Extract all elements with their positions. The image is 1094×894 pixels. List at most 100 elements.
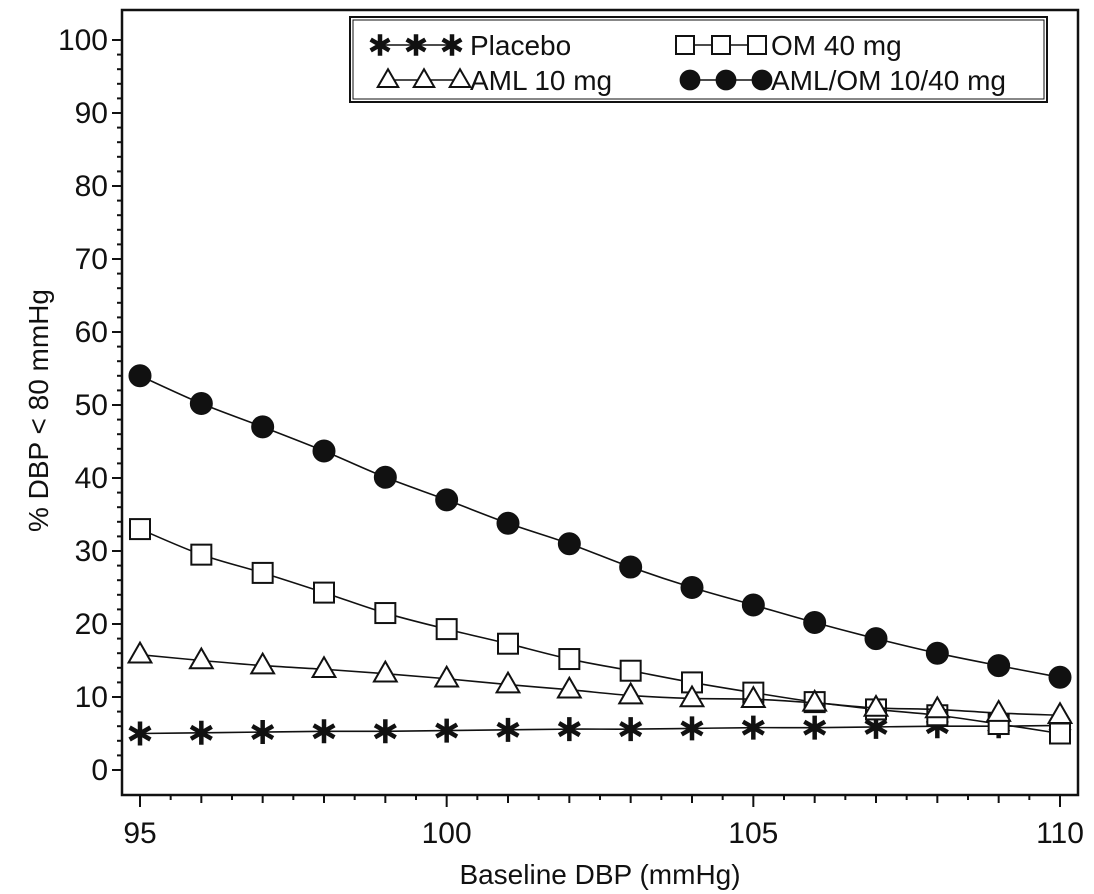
x-tick-label: 110 (1036, 817, 1084, 850)
data-point (128, 364, 152, 388)
data-point (740, 685, 767, 708)
series-line (139, 653, 1061, 717)
y-tick-label: 70 (75, 243, 108, 276)
data-point (1046, 701, 1074, 725)
data-point (678, 684, 706, 708)
data-point (189, 720, 213, 745)
data-point (312, 719, 336, 744)
data-point (925, 641, 949, 665)
data-point (1048, 665, 1072, 689)
data-point (435, 718, 459, 743)
legend-marker (376, 67, 400, 89)
data-point (251, 720, 275, 745)
data-point (496, 717, 520, 742)
data-point (189, 392, 213, 416)
y-tick-label: 100 (58, 24, 108, 57)
legend-label: Placebo (470, 30, 571, 61)
data-point (864, 627, 888, 651)
y-tick-label: 60 (75, 316, 108, 349)
legend-marker (715, 69, 737, 91)
legend-marker (412, 67, 436, 89)
data-point (803, 611, 827, 635)
data-point (310, 655, 338, 679)
legend-label: AML/OM 10/40 mg (771, 65, 1006, 96)
x-tick-label: 95 (123, 817, 156, 850)
legend-box (349, 16, 1048, 103)
legend-marker (675, 35, 695, 55)
y-tick-label: 80 (75, 170, 108, 203)
data-point (129, 518, 151, 541)
series-circle (128, 364, 1072, 689)
legend-marker (448, 67, 472, 89)
data-point (188, 646, 215, 670)
data-point (619, 717, 643, 742)
data-point (435, 618, 458, 641)
series-line (139, 375, 1061, 679)
data-point (556, 675, 583, 699)
legend-inner-border (352, 19, 1045, 100)
legend-label: AML 10 mg (470, 65, 612, 96)
legend-marker (405, 34, 427, 56)
data-point (619, 659, 642, 682)
x-tick-label: 105 (728, 817, 778, 850)
y-tick-label: 0 (91, 754, 108, 787)
data-point (496, 511, 520, 535)
data-point (801, 688, 828, 712)
series-square (129, 518, 1071, 745)
y-tick-label: 30 (75, 535, 108, 568)
series-triangle (126, 640, 1074, 725)
legend-marker (747, 35, 767, 55)
data-point (312, 439, 336, 463)
data-point (803, 715, 827, 740)
legend-item-circle: AML/OM 10/40 mg (679, 65, 1006, 96)
y-tick-label: 40 (75, 462, 108, 495)
legend-marker (679, 69, 701, 91)
x-axis: 95 100 105 110 (123, 795, 1084, 850)
y-tick-label: 10 (75, 681, 108, 714)
series-line (139, 724, 1061, 735)
data-point (374, 602, 397, 625)
y-axis-label: % DBP < 80 mmHg (23, 289, 54, 532)
plot-frame (120, 8, 1080, 797)
y-tick-label: 90 (75, 97, 108, 130)
legend-marker (441, 34, 463, 56)
data-point (619, 555, 643, 579)
legend-marker (711, 35, 731, 55)
data-point (680, 716, 704, 741)
data-point (433, 664, 460, 688)
data-point (373, 465, 397, 489)
data-point (126, 640, 154, 664)
series-line (139, 528, 1061, 735)
x-axis-label: Baseline DBP (mmHg) (459, 859, 740, 890)
data-point (313, 581, 335, 604)
data-point (558, 648, 581, 671)
data-point (128, 721, 152, 746)
data-point (741, 715, 765, 740)
data-point (557, 532, 581, 556)
data-point (249, 651, 276, 675)
legend-marker (369, 34, 391, 56)
x-tick-label: 100 (422, 817, 472, 850)
data-point (251, 415, 275, 439)
legend-item-star: Placebo (369, 30, 571, 61)
data-point (190, 543, 213, 566)
data-point (985, 699, 1012, 722)
data-point (373, 719, 397, 744)
data-point (557, 717, 581, 742)
data-point (497, 632, 519, 655)
legend-marker (751, 69, 773, 91)
data-point (435, 488, 459, 512)
legend-item-square: OM 40 mg (675, 30, 902, 61)
series-layer (126, 364, 1074, 746)
data-point (251, 561, 274, 584)
y-axis: 0 10 20 30 40 50 60 70 80 90 100 (58, 24, 122, 787)
legend-label: OM 40 mg (771, 30, 902, 61)
data-point (924, 695, 951, 719)
y-tick-label: 20 (75, 608, 108, 641)
data-point (372, 659, 399, 683)
data-point (617, 681, 644, 705)
y-tick-label: 50 (75, 389, 108, 422)
legend: Placebo OM 40 mg AML 10 mg AML/OM 10/40 mg (349, 16, 1048, 103)
plot-area (120, 8, 1080, 797)
